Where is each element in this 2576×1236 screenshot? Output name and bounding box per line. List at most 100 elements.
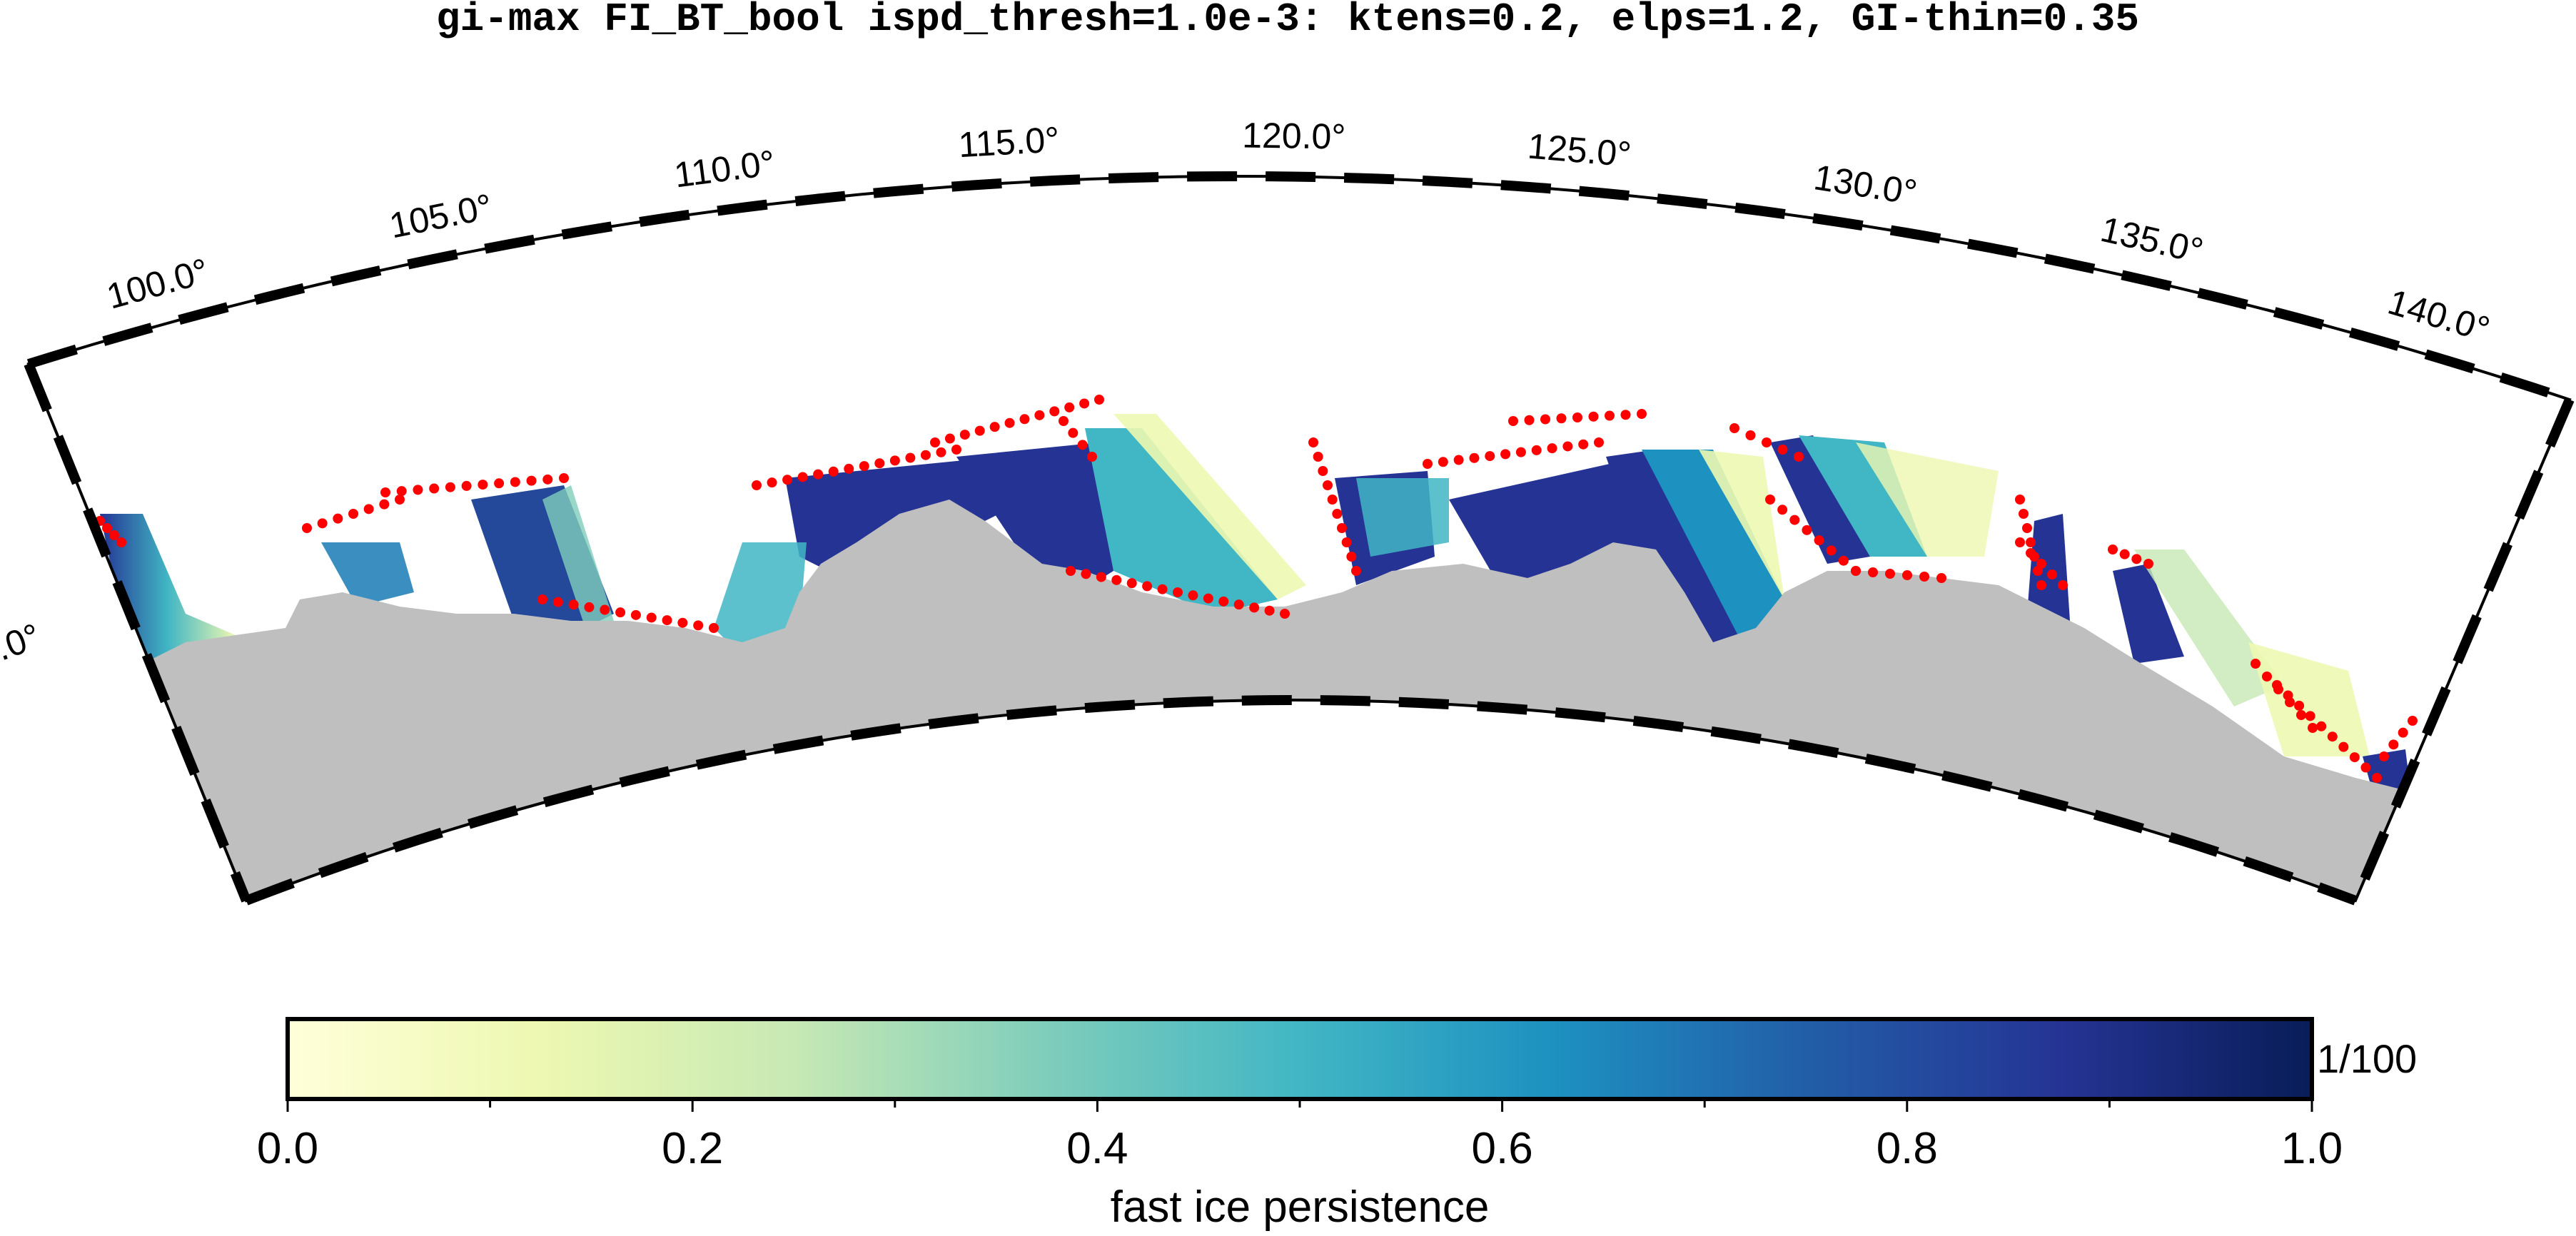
grounded-iceberg-point <box>1572 412 1582 422</box>
longitude-tick-label: 125.0° <box>1526 126 1632 174</box>
grounded-iceberg-point <box>1485 451 1495 462</box>
grounded-iceberg-point <box>2119 549 2130 559</box>
grounded-iceberg-point <box>1423 459 1433 469</box>
grounded-iceberg-point <box>1765 495 1775 505</box>
grounded-iceberg-point <box>478 480 488 490</box>
grounded-iceberg-point <box>1142 581 1153 592</box>
grounded-iceberg-point <box>2308 723 2318 733</box>
grounded-iceberg-point <box>677 617 688 628</box>
fast-ice-patch <box>2113 564 2184 664</box>
grounded-iceberg-point <box>1351 566 1361 576</box>
grounded-iceberg-point <box>767 477 777 488</box>
grounded-iceberg-point <box>1096 572 1106 582</box>
grounded-iceberg-point <box>1111 574 1122 585</box>
grounded-iceberg-point <box>542 474 553 485</box>
colorbar-title: fast ice persistence <box>1111 1182 1490 1232</box>
grounded-iceberg-point <box>2262 672 2272 682</box>
grounded-iceberg-point <box>2305 711 2315 721</box>
grounded-iceberg-point <box>445 482 455 492</box>
grounded-iceberg-point <box>2408 716 2418 726</box>
fast-ice-patch <box>1642 450 1784 642</box>
map-frame-left-border <box>24 362 251 903</box>
grounded-iceberg-point <box>379 499 390 510</box>
grounded-iceberg-point <box>2015 495 2025 505</box>
colorbar-ticks: 0.0 0.2 0.4 0.6 0.8 1.0 <box>257 1099 2343 1173</box>
grounded-iceberg-point <box>1094 395 1104 405</box>
grounded-iceberg-point <box>363 504 374 515</box>
grounded-iceberg-point <box>116 537 126 547</box>
grounded-iceberg-point <box>2251 659 2261 669</box>
grounded-iceberg-point <box>461 480 472 491</box>
grounded-iceberg-point <box>1794 452 1804 462</box>
grounded-iceberg-point <box>2327 731 2338 742</box>
fast-ice-patch <box>2248 642 2370 756</box>
grounded-iceberg-point <box>1802 525 1812 535</box>
grounded-iceberg-point <box>1540 414 1550 425</box>
map-frame-top-border <box>26 171 2572 405</box>
grounded-iceberg-point <box>944 433 955 444</box>
grounded-iceberg-point <box>552 597 563 607</box>
grounded-iceberg-point <box>2316 721 2327 731</box>
grounded-iceberg-point <box>1838 555 1849 566</box>
fast-ice-patch <box>714 542 807 657</box>
map-frame-bottom-border <box>244 695 2358 906</box>
grounded-iceberg-point <box>752 480 762 490</box>
grounded-iceberg-point <box>1777 505 1788 515</box>
grounded-iceberg-point <box>2036 559 2046 569</box>
grounded-iceberg-point <box>1173 587 1183 597</box>
grounded-iceberg-point <box>1578 439 1589 450</box>
grounded-iceberg-point <box>1318 466 1328 476</box>
grounded-iceberg-point <box>1594 437 1604 447</box>
grounded-iceberg-point <box>1637 409 1647 419</box>
grounded-iceberg-point <box>920 450 931 460</box>
grounded-iceberg-point <box>989 422 1000 432</box>
grounded-iceberg-point <box>782 475 793 485</box>
grounded-iceberg-point <box>1087 452 1097 462</box>
grounded-iceberg-point <box>1059 416 1069 426</box>
grounded-iceberg-point <box>646 612 657 623</box>
grounded-iceberg-point <box>1620 410 1631 420</box>
grounded-iceberg-point <box>1280 609 1290 619</box>
fast-ice-patch <box>1606 450 1742 657</box>
grounded-iceberg-point <box>1249 602 1260 613</box>
grounded-iceberg-point <box>2058 580 2068 590</box>
longitude-tick-label: 100.0° <box>103 250 213 317</box>
grounded-iceberg-point <box>959 430 970 440</box>
grounded-iceberg-point <box>859 461 869 472</box>
grounded-iceberg-point <box>615 607 626 618</box>
grounded-iceberg-point <box>1218 596 1229 607</box>
grounded-iceberg-point <box>936 447 946 457</box>
colorbar-tick-label: 0.6 <box>1471 1124 1532 1173</box>
grounded-iceberg-point <box>1531 445 1542 455</box>
grounded-iceberg-point <box>1079 398 1090 409</box>
grounded-iceberg-point <box>317 518 328 529</box>
fast-ice-patch <box>1770 435 1870 564</box>
grounded-iceberg-point <box>1453 455 1464 465</box>
grounded-iceberg-point <box>2108 544 2118 554</box>
grounded-iceberg-point <box>1777 445 1788 455</box>
fast-ice-patch <box>1085 428 1278 614</box>
grounded-iceberg-point <box>1341 537 1352 547</box>
colorbar-tick-label: 0.8 <box>1877 1124 1938 1173</box>
grounded-iceberg-point <box>2283 690 2293 701</box>
grounded-iceberg-point <box>348 509 358 519</box>
grounded-iceberg-point <box>797 472 808 482</box>
longitude-tick-label: 110.0° <box>672 143 777 196</box>
colorbar-tick-label: 1.0 <box>2281 1124 2343 1173</box>
grounded-iceberg-point <box>429 483 440 494</box>
grounded-iceberg-points <box>95 395 2418 783</box>
grounded-iceberg-point <box>2294 700 2305 711</box>
fast-ice-patch <box>321 542 414 607</box>
grounded-iceberg-point <box>2131 554 2142 564</box>
fast-ice-patch <box>1113 414 1306 599</box>
grounded-iceberg-point <box>905 452 916 463</box>
grounded-iceberg-point <box>889 455 900 466</box>
grounded-iceberg-point <box>1919 572 1929 582</box>
grounded-iceberg-point <box>1814 535 1824 546</box>
grounded-iceberg-point <box>333 513 343 524</box>
grounded-iceberg-point <box>844 463 854 474</box>
grounded-iceberg-point <box>1323 480 1333 490</box>
grounded-iceberg-point <box>2398 727 2408 738</box>
grounded-iceberg-point <box>2026 548 2036 558</box>
